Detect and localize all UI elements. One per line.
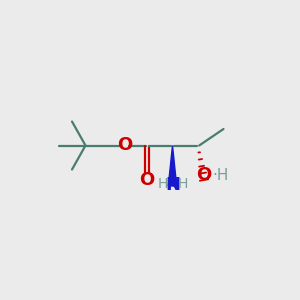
Text: N: N xyxy=(165,176,180,194)
Text: H: H xyxy=(158,177,168,191)
Text: H: H xyxy=(178,177,188,191)
Text: O: O xyxy=(140,171,154,189)
Text: ·H: ·H xyxy=(212,168,229,183)
Polygon shape xyxy=(168,146,177,186)
Text: O: O xyxy=(117,136,132,154)
Text: O: O xyxy=(196,167,211,184)
